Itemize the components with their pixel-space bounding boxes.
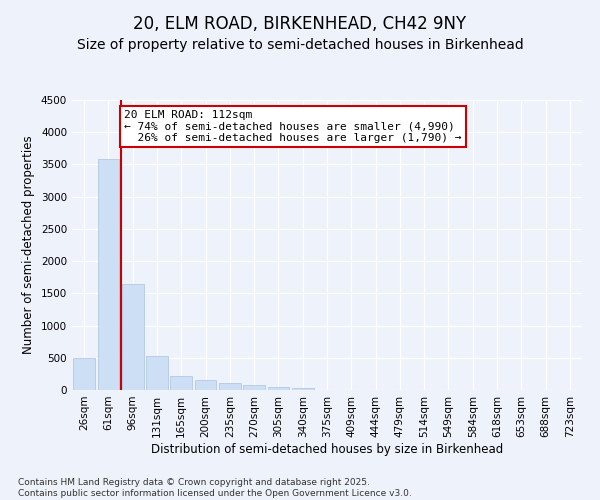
- Bar: [170, 376, 192, 390]
- X-axis label: Distribution of semi-detached houses by size in Birkenhead: Distribution of semi-detached houses by …: [151, 442, 503, 456]
- Text: 20, ELM ROAD, BIRKENHEAD, CH42 9NY: 20, ELM ROAD, BIRKENHEAD, CH42 9NY: [133, 15, 467, 33]
- Bar: [73, 358, 95, 390]
- Text: Size of property relative to semi-detached houses in Birkenhead: Size of property relative to semi-detach…: [77, 38, 523, 52]
- Bar: [219, 383, 241, 390]
- Y-axis label: Number of semi-detached properties: Number of semi-detached properties: [22, 136, 35, 354]
- Bar: [292, 388, 314, 390]
- Bar: [243, 385, 265, 390]
- Text: Contains HM Land Registry data © Crown copyright and database right 2025.
Contai: Contains HM Land Registry data © Crown c…: [18, 478, 412, 498]
- Bar: [122, 284, 143, 390]
- Bar: [146, 356, 168, 390]
- Bar: [97, 160, 119, 390]
- Bar: [268, 387, 289, 390]
- Bar: [194, 380, 217, 390]
- Text: 20 ELM ROAD: 112sqm
← 74% of semi-detached houses are smaller (4,990)
  26% of s: 20 ELM ROAD: 112sqm ← 74% of semi-detach…: [124, 110, 462, 143]
